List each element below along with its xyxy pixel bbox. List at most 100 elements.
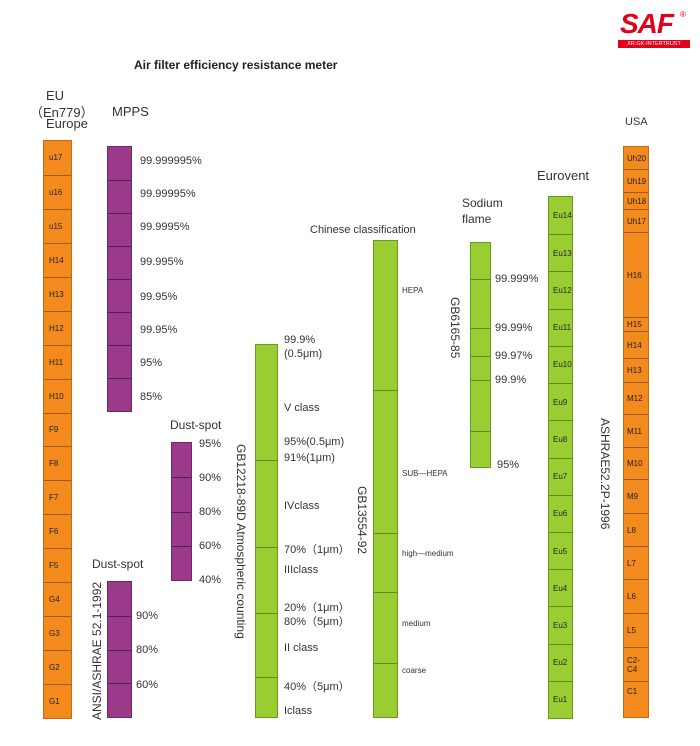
eu-class-cell: u15 xyxy=(44,208,71,243)
dust-spot-top-label: 95% xyxy=(199,438,222,450)
dust-spot-top-cell xyxy=(172,477,191,511)
eu-class-cell: H13 xyxy=(44,276,71,311)
usa-class-cell: H15 xyxy=(624,317,648,331)
dust-spot-top-heading: Dust-spot xyxy=(170,418,222,432)
mpps-label: 95% xyxy=(140,357,163,369)
gb12218-cell xyxy=(256,547,277,613)
gb12218-label: IVclass xyxy=(284,500,320,512)
dust-spot-bottom-label: 60% xyxy=(136,679,159,691)
chinese-class-cell xyxy=(374,390,397,533)
gb12218-label: Iclass xyxy=(284,705,313,717)
dust-spot-bottom-cell xyxy=(108,582,131,616)
sodium-heading-1: Sodium xyxy=(462,196,503,210)
usa-class-cell: H16 xyxy=(624,232,648,317)
eu-heading-2: （En779） xyxy=(30,105,94,120)
usa-class-cell: C2-C4 xyxy=(624,647,648,681)
gb12218-label: 91%(1μm) xyxy=(284,452,335,464)
chinese-class-label: HEPA xyxy=(402,286,424,295)
gb12218-cell xyxy=(256,460,277,547)
eu-heading-3: Europe xyxy=(46,116,88,131)
ashrae-52-2-vertical-label: ASHRAE52.2P-1996 xyxy=(598,418,612,530)
sodium-flame-cell xyxy=(471,279,490,328)
eurovent-class-cell: Eu2 xyxy=(549,643,572,681)
gb13554-vertical-label: GB13554-92 xyxy=(355,486,369,555)
usa-class-cell: M9 xyxy=(624,479,648,513)
mpps-cell xyxy=(108,312,131,345)
dust-spot-bottom-label: 90% xyxy=(136,610,159,622)
dust-spot-bottom-cell xyxy=(108,683,131,717)
chinese-class-cell xyxy=(374,241,397,390)
eu-class-cell: G2 xyxy=(44,650,71,684)
chinese-class-cell xyxy=(374,592,397,663)
eurovent-column: Eu14 Eu13 Eu12 Eu11 Eu10 Eu9 Eu8 Eu7 Eu6 Eu5 Eu4 Eu… xyxy=(548,196,573,719)
eu-class-cell: u16 xyxy=(44,174,71,209)
sodium-flame-label: 99.999% xyxy=(495,273,539,285)
mpps-label: 99.995% xyxy=(140,256,184,268)
chinese-class-cell xyxy=(374,533,397,592)
sodium-flame-label: 99.9% xyxy=(495,374,527,386)
usa-class-cell: L5 xyxy=(624,613,648,647)
dust-spot-top-label: 80% xyxy=(199,506,222,518)
usa-class-cell: Uh19 xyxy=(624,169,648,192)
gb12218-label: V class xyxy=(284,402,320,414)
mpps-cell xyxy=(108,279,131,312)
saf-logo: SAF ® XR.GK-INTERTRUST xyxy=(618,8,690,50)
eurovent-class-cell: Eu7 xyxy=(549,457,572,495)
eu-heading-1: EU xyxy=(46,88,65,103)
dust-spot-bottom-cell xyxy=(108,615,131,650)
mpps-cell xyxy=(108,213,131,246)
usa-class-cell: M11 xyxy=(624,414,648,447)
dust-spot-top-cell xyxy=(172,443,191,477)
sodium-flame-label: 95% xyxy=(497,459,520,471)
eu-class-cell: G3 xyxy=(44,616,71,650)
chinese-class-cell xyxy=(374,663,397,719)
mpps-label: 99.999995% xyxy=(140,155,202,167)
chinese-class-label: high—medium xyxy=(402,549,454,558)
usa-class-cell: Uh17 xyxy=(624,209,648,232)
gb12218-label: 99.9% xyxy=(284,334,316,346)
usa-class-cell: Uh20 xyxy=(627,153,647,163)
usa-class-cell: L7 xyxy=(624,546,648,579)
gb12218-column xyxy=(255,344,278,718)
mpps-label: 85% xyxy=(140,391,163,403)
gb12218-cell xyxy=(256,613,277,677)
usa-class-cell: H14 xyxy=(624,331,648,358)
eurovent-class-cell: Eu3 xyxy=(549,606,572,643)
eu-class-cell: G4 xyxy=(44,582,71,616)
eurovent-class-cell: Eu10 xyxy=(549,345,572,383)
ansi-ashrae-vertical-label: ANSI/ASHRAE 52.1-1992 xyxy=(90,581,104,720)
mpps-cell xyxy=(108,378,131,411)
page-title: Air filter efficiency resistance meter xyxy=(134,58,338,72)
dust-spot-top-label: 60% xyxy=(199,540,222,552)
eurovent-class-cell: Eu6 xyxy=(549,494,572,532)
usa-class-cell: L8 xyxy=(624,513,648,546)
eu-class-cell: F5 xyxy=(44,548,71,582)
eu-class-cell: F7 xyxy=(44,480,71,514)
sodium-flame-cell xyxy=(471,356,490,380)
gb12218-label: (0.5μm) xyxy=(284,348,323,360)
chinese-classification-heading: Chinese classification xyxy=(310,224,416,236)
logo-text: SAF xyxy=(620,8,674,39)
mpps-label: 99.99995% xyxy=(140,188,196,200)
mpps-label: 99.95% xyxy=(140,324,178,336)
eurovent-heading: Eurovent xyxy=(537,168,590,183)
eu-class-cell: H14 xyxy=(44,242,71,277)
gb12218-label: 40%（5μm） xyxy=(284,681,350,693)
eu-class-column: u17 u16 u15 H14 H13 H12 H11 H10 F9 F8 F7 F6 F5 G4 G3 G2… xyxy=(43,140,72,719)
sodium-flame-label: 99.99% xyxy=(495,322,533,334)
eurovent-class-cell: Eu13 xyxy=(549,234,572,271)
usa-class-cell: C1 xyxy=(624,681,648,701)
gb12218-label: 95%(0.5μm) xyxy=(284,436,345,448)
gb12218-vertical-label: GB12218-89D Atmospheric counting xyxy=(234,444,248,639)
eu-class-cell: H11 xyxy=(44,344,71,379)
gb12218-label: IIIclass xyxy=(284,564,319,576)
eurovent-class-cell: Eu11 xyxy=(549,308,572,346)
usa-class-cell: Uh18 xyxy=(624,192,648,209)
dust-spot-top-cell xyxy=(172,545,191,580)
eurovent-class-cell: Eu14 xyxy=(553,211,572,221)
chinese-class-label: coarse xyxy=(402,666,427,675)
dust-spot-bottom-column xyxy=(107,581,132,718)
gb12218-label: 80%（5μm） xyxy=(284,616,350,628)
dust-spot-bottom-label: 80% xyxy=(136,644,159,656)
eu-class-cell: u17 xyxy=(49,153,63,163)
